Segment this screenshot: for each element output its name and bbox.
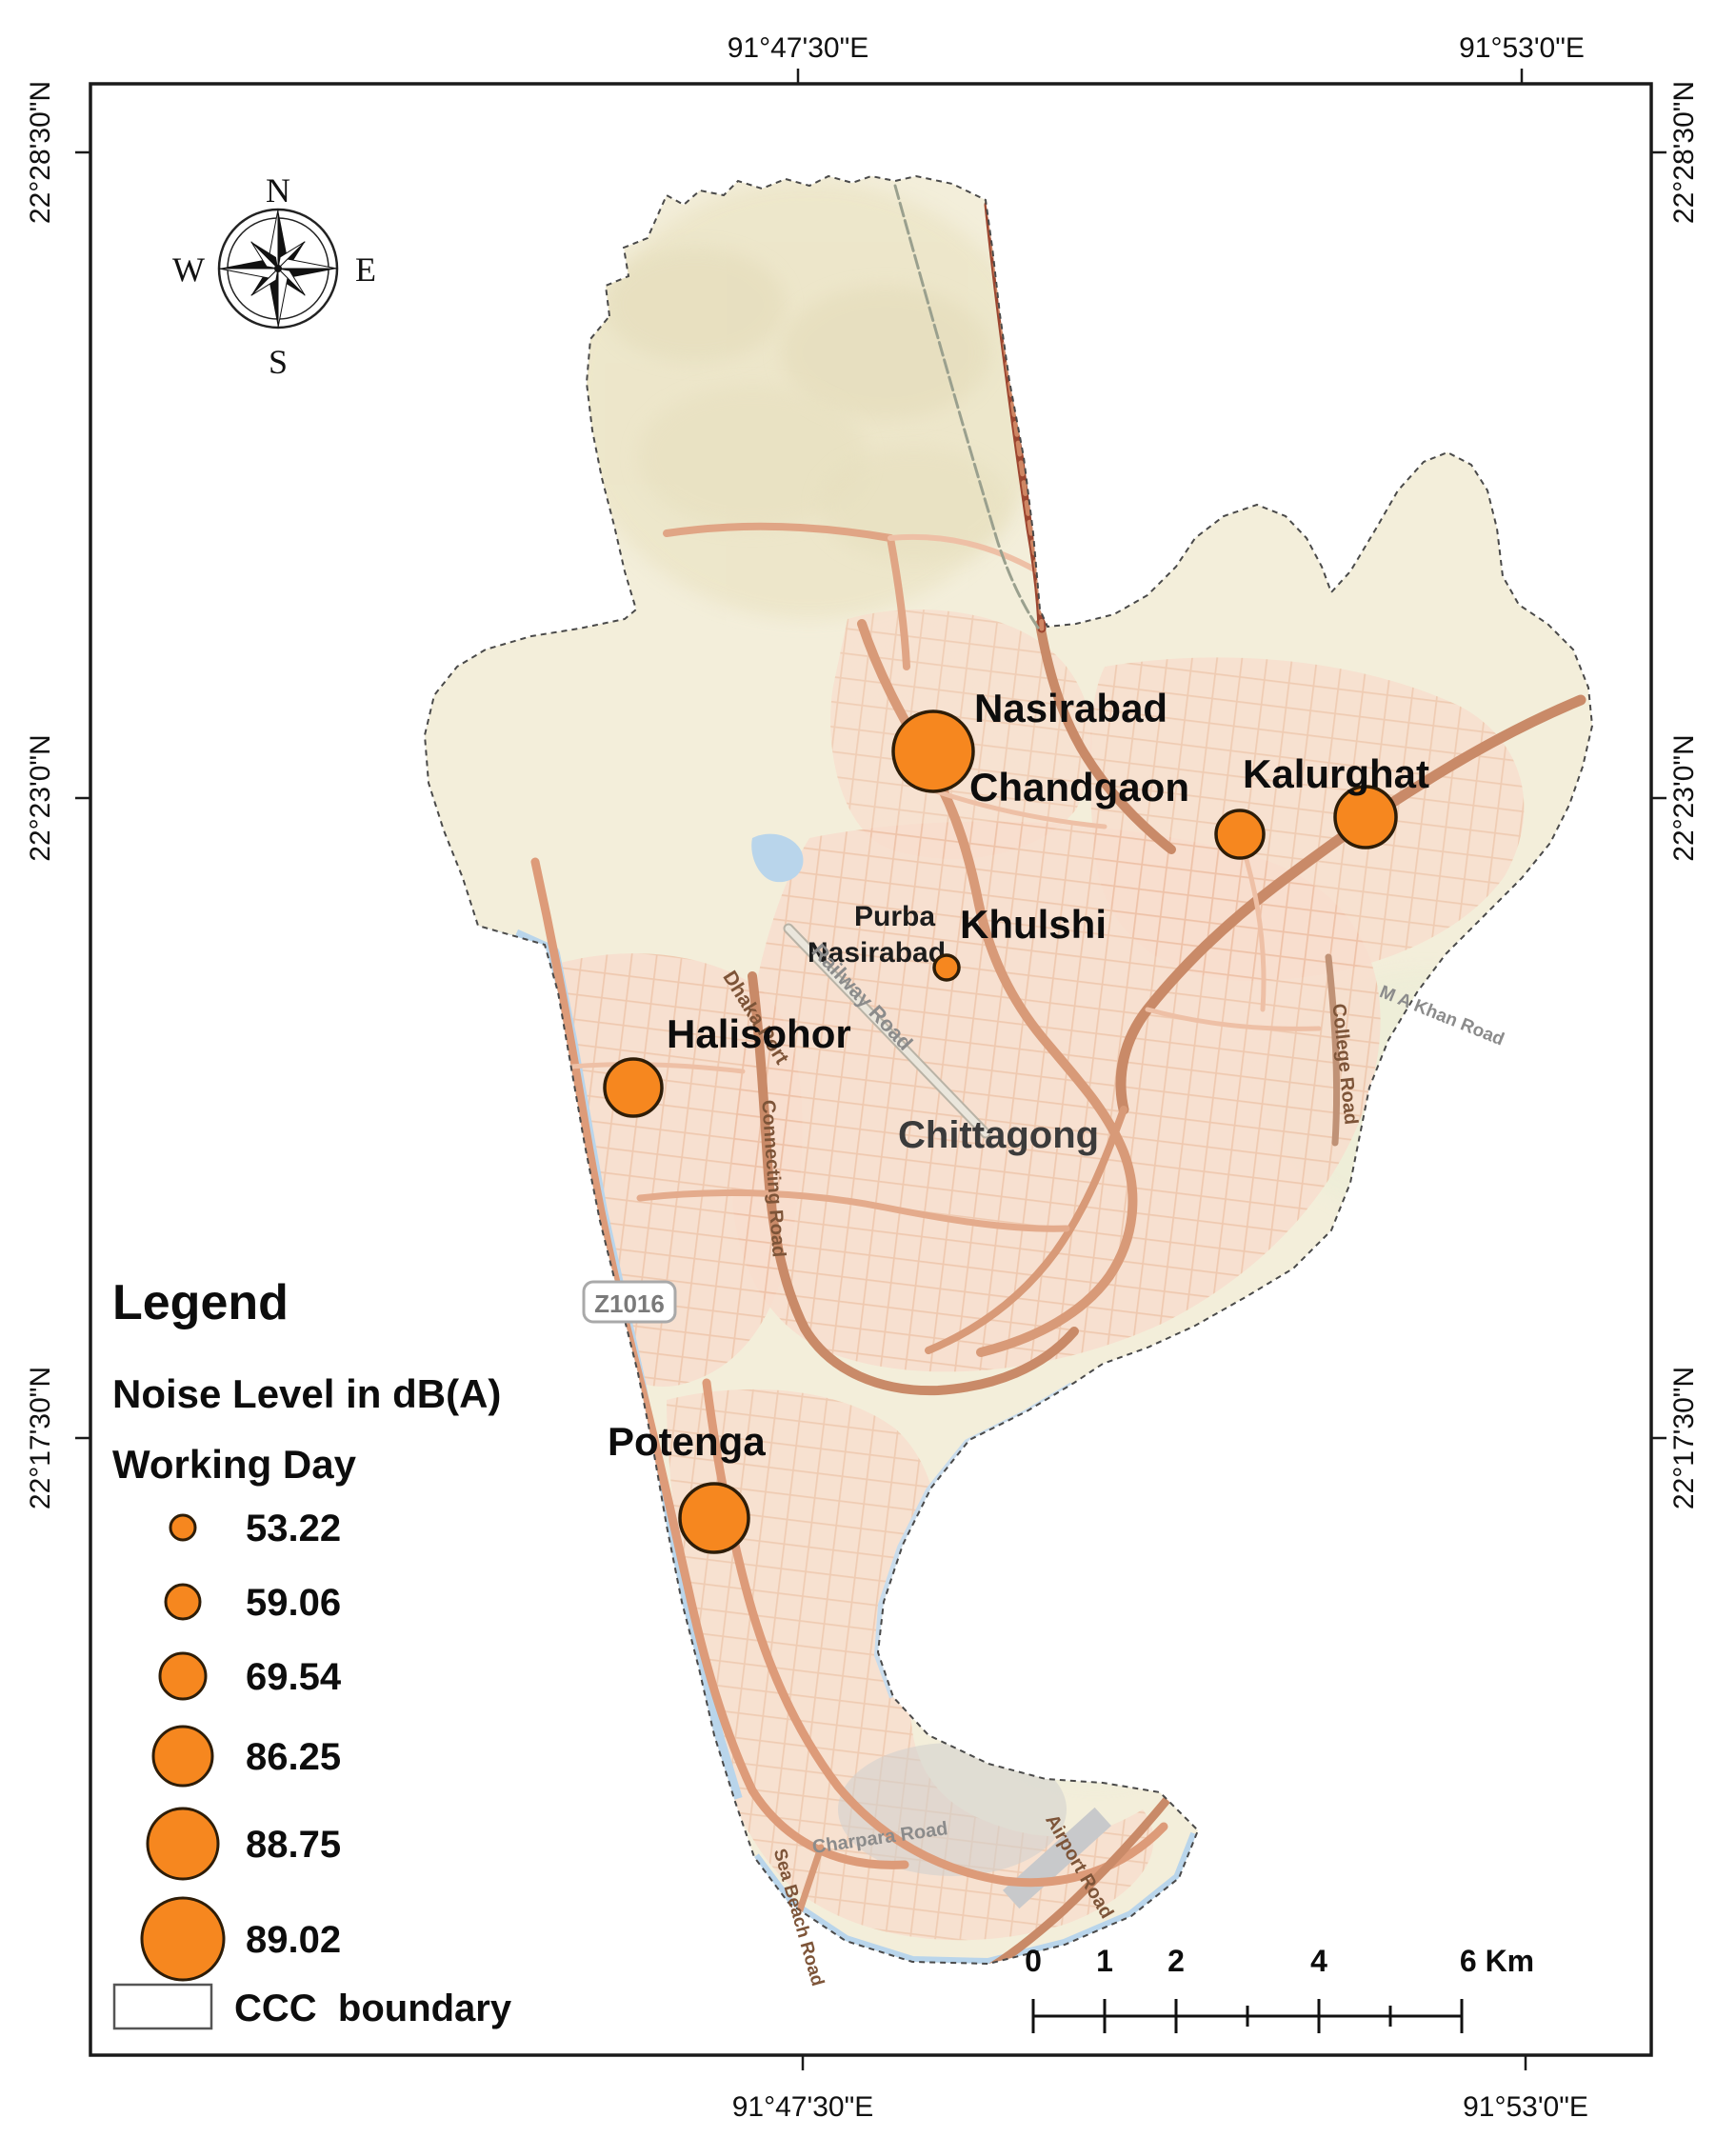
road-shield-z1016: Z1016 — [582, 1280, 677, 1324]
lat-label-left-0: 22°28'30"N — [25, 81, 56, 224]
compass-center — [274, 265, 282, 272]
lat-label-right-1: 22°23'0"N — [1668, 734, 1700, 861]
compass-n-label: N — [266, 171, 290, 210]
compass-point-light — [277, 241, 306, 270]
road-railway — [785, 925, 989, 1137]
lon-label-bottom-1: 91°53'0"E — [1463, 2091, 1588, 2123]
road-lobe-3 — [888, 533, 1041, 574]
legend-value-88.75: 88.75 — [246, 1824, 341, 1866]
road-airport — [976, 1784, 1181, 1964]
legend-circle-88.75 — [146, 1807, 220, 1881]
legend: Legend Noise Level in dB(A) Working Day … — [112, 1275, 512, 2030]
scalebar-label-0: 0 — [1025, 1944, 1042, 1978]
compass-w-label: W — [172, 250, 205, 289]
scale-bar: 0 1 2 4 6 Km — [1025, 1944, 1534, 2033]
compass-s-label: S — [269, 343, 288, 381]
station-label-nasirabad: Nasirabad — [974, 686, 1167, 730]
shield-box — [582, 1280, 677, 1324]
lat-label-left-1: 22°23'0"N — [25, 734, 56, 861]
station-label-potenga: Potenga — [608, 1419, 766, 1464]
legend-circle-86.25 — [151, 1725, 214, 1788]
graticule: 91°47'30"E 91°53'0"E91°47'30"E 91°53'0"E22… — [25, 32, 1700, 2123]
road-south-link — [925, 1106, 1127, 1354]
station-circle-chandgaon — [1214, 809, 1266, 860]
legend-circle-53.22 — [169, 1513, 197, 1542]
lon-label-bottom-0: 91°47'30"E — [732, 2091, 874, 2123]
station-circle-potenga — [678, 1482, 750, 1554]
station-circle-nasirabad — [891, 709, 975, 793]
road-kalurghat — [1115, 694, 1586, 1115]
road-lobe-1 — [663, 522, 894, 542]
legend-circle-69.54 — [158, 1651, 208, 1701]
legend-boundary-swatch — [112, 1983, 213, 2030]
green-area — [962, 1567, 1228, 1786]
scalebar-label-3: 4 — [1310, 1944, 1327, 1978]
basemap-labels: Chittagong Purba Nasirabad — [808, 901, 1099, 1156]
legend-subtitle2: Working Day — [112, 1442, 357, 1487]
compass-point-light — [277, 267, 289, 329]
legend-boundary-label: CCC boundary — [234, 1988, 512, 2029]
station-label-khulshi: Khulshi — [960, 902, 1107, 947]
ccc-boundary-outline — [423, 174, 1594, 1966]
compass-point-light — [276, 258, 338, 270]
hill-blob — [781, 286, 990, 419]
basemap-label-nasirabad: Nasirabad — [808, 937, 946, 969]
station-circle-kalurghat — [1333, 785, 1398, 849]
lat-label-right-0: 22°28'30"N — [1668, 81, 1700, 224]
compass-point-light — [218, 268, 280, 279]
road-port-connecting — [748, 971, 1079, 1396]
legend-value-69.54: 69.54 — [246, 1656, 342, 1698]
basemap-label-chittagong: Chittagong — [898, 1114, 1099, 1156]
scalebar-label-4: 6 Km — [1460, 1944, 1534, 1978]
station-label-halisohor: Halisohor — [667, 1011, 851, 1056]
lake — [751, 833, 804, 883]
compass-rose: N E S W — [172, 171, 376, 381]
lat-label-right-2: 22°17'30"N — [1668, 1367, 1700, 1509]
station-circle-halisohor — [603, 1057, 664, 1118]
legend-value-53.22: 53.22 — [246, 1508, 341, 1549]
lon-label-top-1: 91°53'0"E — [1459, 32, 1585, 64]
compass-point-light — [250, 241, 280, 270]
legend-value-89.02: 89.02 — [246, 1919, 341, 1961]
compass-point-7 — [250, 241, 280, 270]
road-minor-1 — [930, 788, 1107, 829]
railway-line — [893, 184, 1042, 632]
road-network — [530, 184, 1586, 1964]
scalebar-label-1: 1 — [1096, 1944, 1113, 1978]
lat-label-left-2: 22°17'30"N — [25, 1367, 56, 1509]
map-frame — [89, 82, 1653, 2057]
road-west-coastal — [530, 857, 909, 1869]
road-minor-3 — [569, 1062, 746, 1074]
scalebar-label-2: 2 — [1167, 1944, 1185, 1978]
noise-stations: Nasirabad Potenga Halisohor Kalurghat Chandg… — [603, 686, 1429, 1554]
station-circle-khulshi — [932, 953, 961, 982]
road-lobe-2 — [887, 534, 910, 670]
station-label-chandgaon: Chandgaon — [969, 765, 1189, 809]
compass-e-label: E — [355, 250, 376, 289]
basemap-label-purba: Purba — [854, 901, 935, 932]
legend-items: 53.22 59.06 69.54 86.25 88.75 89.02 — [140, 1508, 342, 1982]
legend-value-86.25: 86.25 — [246, 1736, 341, 1778]
road-minor-4 — [1145, 1007, 1322, 1031]
legend-circle-59.06 — [164, 1583, 202, 1621]
hill-blob — [638, 386, 867, 529]
urban-kalurghat — [1089, 657, 1525, 981]
port-area — [838, 1743, 1067, 1876]
shield-label: Z1016 — [594, 1289, 665, 1318]
station-label-kalurghat: Kalurghat — [1243, 751, 1429, 796]
legend-value-59.06: 59.06 — [246, 1582, 341, 1624]
road-college — [1325, 953, 1341, 1147]
legend-subtitle: Noise Level in dB(A) — [112, 1371, 501, 1416]
legend-title: Legend — [112, 1275, 289, 1330]
compass-star — [218, 209, 338, 329]
hill-blob — [605, 248, 786, 362]
legend-circle-89.02 — [140, 1896, 226, 1982]
road-cda — [1035, 619, 1176, 854]
road-east-west — [636, 1189, 1070, 1232]
lon-label-top-0: 91°47'30"E — [728, 32, 869, 64]
